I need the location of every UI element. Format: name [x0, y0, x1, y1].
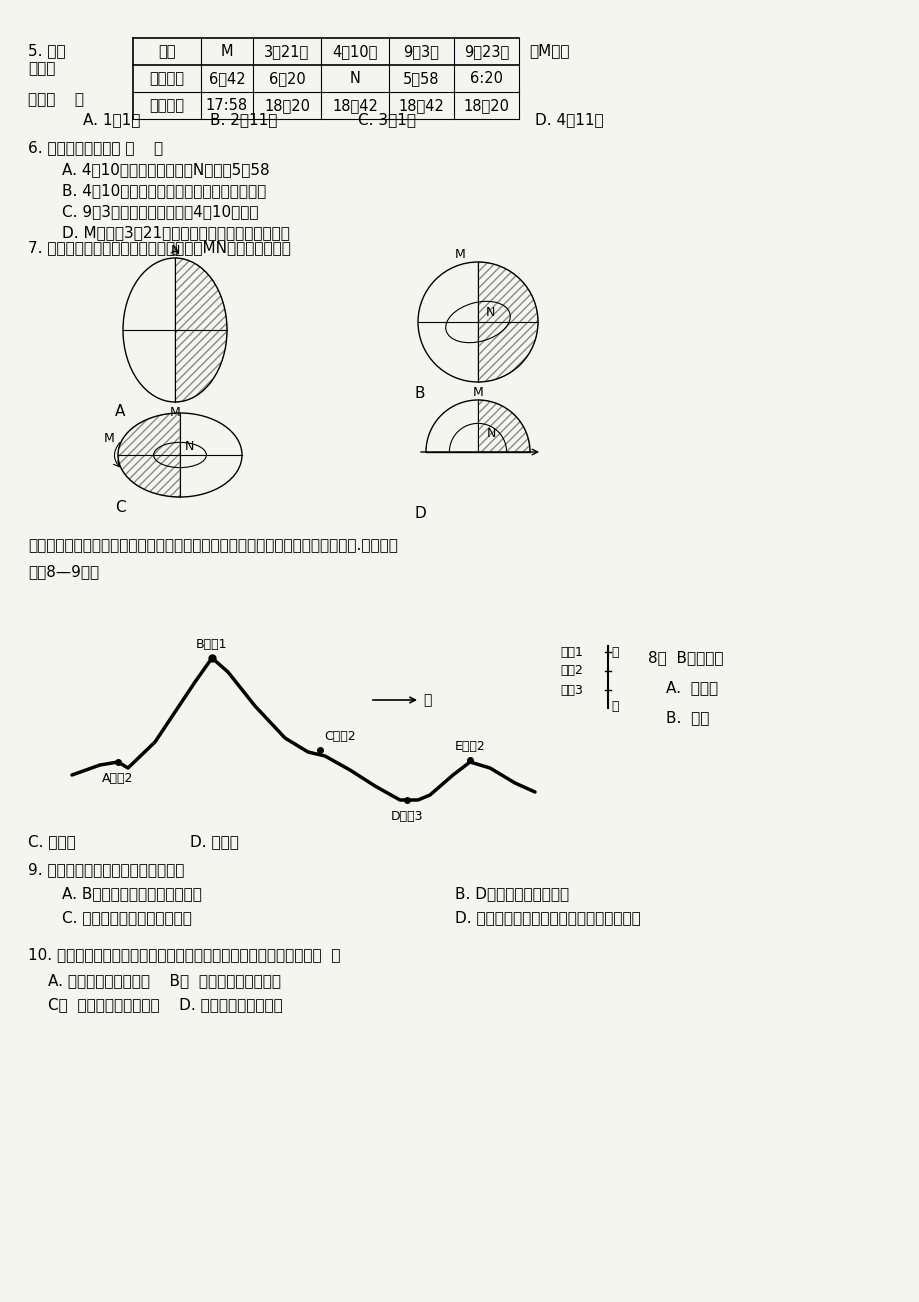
- Text: E化石2: E化石2: [454, 740, 485, 753]
- Text: 9月3日: 9月3日: [403, 44, 439, 59]
- Text: M: M: [472, 385, 482, 398]
- Text: D. 向斜山: D. 向斜山: [190, 835, 239, 849]
- Text: 日落时间: 日落时间: [149, 98, 185, 113]
- Text: B. 4月10日傈晚可以从南面窗户看到日落景象: B. 4月10日傈晚可以从南面窗户看到日落景象: [62, 184, 266, 198]
- Text: C. 该地岩层主要由岩浆岩构成: C. 该地岩层主要由岩浆岩构成: [62, 910, 192, 926]
- Text: C。  风力侵蚀，流水堆积    D. 流水侵蚀，植被不良: C。 风力侵蚀，流水堆积 D. 流水侵蚀，植被不良: [48, 997, 282, 1013]
- Text: 7. 下面四幅图中所表示的自转方向正确且MN为晨线的是（）: 7. 下面四幅图中所表示的自转方向正确且MN为晨线的是（）: [28, 241, 290, 255]
- Text: C. 9月3日的正午太阳高度比4月10日的大: C. 9月3日的正午太阳高度比4月10日的大: [62, 204, 258, 220]
- Text: 中M日期: 中M日期: [528, 43, 569, 59]
- Text: A. B处地下采煤易发生瓦斯爆炸: A. B处地下采煤易发生瓦斯爆炸: [62, 887, 201, 901]
- Text: 6. 下列叙述正确的是 （    ）: 6. 下列叙述正确的是 （ ）: [28, 141, 163, 155]
- Text: M: M: [104, 432, 115, 445]
- Text: 最接近: 最接近: [28, 61, 55, 77]
- Text: D. M日期到3月21日该地正午时树影可能逐渐变长: D. M日期到3月21日该地正午时树影可能逐渐变长: [62, 225, 289, 241]
- Text: 18：20: 18：20: [463, 98, 509, 113]
- Text: 18：20: 18：20: [264, 98, 310, 113]
- Text: 完劈8—9题。: 完劈8—9题。: [28, 565, 99, 579]
- Text: 3月21日: 3月21日: [264, 44, 310, 59]
- Text: 9月23日: 9月23日: [463, 44, 508, 59]
- Text: 5. 与表: 5. 与表: [28, 43, 65, 59]
- Text: 新: 新: [610, 646, 618, 659]
- Text: 9. 下列关于该区域的叙述，正确的是: 9. 下列关于该区域的叙述，正确的是: [28, 862, 184, 878]
- Text: A. 4月10日该地的日出时间N大约是5：58: A. 4月10日该地的日出时间N大约是5：58: [62, 163, 269, 177]
- Text: N: N: [486, 427, 495, 440]
- Text: 18：42: 18：42: [398, 98, 444, 113]
- Text: 10. 形成黄土高原及其千沟万壑地表的主要原因，组合正确的一组是（  ）: 10. 形成黄土高原及其千沟万壑地表的主要原因，组合正确的一组是（ ）: [28, 948, 340, 962]
- Text: D化石3: D化石3: [391, 810, 423, 823]
- Text: D: D: [414, 506, 426, 522]
- Text: 18：42: 18：42: [332, 98, 378, 113]
- Text: N: N: [170, 243, 179, 256]
- Text: 6：20: 6：20: [268, 72, 305, 86]
- Text: 的是（    ）: 的是（ ）: [28, 92, 84, 108]
- Text: 4月10日: 4月10日: [332, 44, 378, 59]
- Text: A. 流水堆积，流水侵蚀    B。  风力堆积，流水侵蚀: A. 流水堆积，流水侵蚀 B。 风力堆积，流水侵蚀: [48, 974, 280, 988]
- Text: 日出时间: 日出时间: [149, 72, 185, 86]
- Text: B. D处地下适合修建隙道: B. D处地下适合修建隙道: [455, 887, 569, 901]
- Text: A化石2: A化石2: [102, 772, 133, 785]
- Text: 5：58: 5：58: [403, 72, 439, 86]
- Text: A: A: [115, 405, 125, 419]
- Text: N: N: [485, 306, 494, 319]
- Text: D. 该地地质构造受东西方向的挤压作用而成: D. 该地地质构造受东西方向的挤压作用而成: [455, 910, 640, 926]
- Text: A.  断块山: A. 断块山: [665, 681, 718, 695]
- Text: 化石2: 化石2: [560, 664, 583, 677]
- Text: C: C: [115, 500, 126, 514]
- Text: 老: 老: [610, 699, 618, 712]
- Text: 8。  B处地貌为: 8。 B处地貌为: [647, 651, 722, 665]
- Text: B化石1: B化石1: [196, 638, 228, 651]
- Text: B. 2月11日: B. 2月11日: [210, 112, 277, 128]
- Text: M: M: [169, 405, 180, 418]
- Text: 化石3: 化石3: [560, 684, 583, 697]
- Text: B: B: [414, 387, 425, 401]
- Text: 6：42: 6：42: [209, 72, 245, 86]
- Text: C化石2: C化石2: [323, 729, 356, 742]
- Text: N: N: [349, 72, 360, 86]
- Text: C. 背斜山: C. 背斜山: [28, 835, 75, 849]
- Text: N: N: [185, 440, 194, 453]
- Text: B.  火山: B. 火山: [665, 711, 709, 725]
- Text: 某地煤炭资源丰富，该地中学生在考查古生物化石的过程中绘制了一幅地形剖面图.读下图，: 某地煤炭资源丰富，该地中学生在考查古生物化石的过程中绘制了一幅地形剖面图.读下图…: [28, 539, 397, 553]
- Text: M: M: [221, 44, 233, 59]
- Text: C. 3月1日: C. 3月1日: [357, 112, 415, 128]
- Text: 日期: 日期: [158, 44, 176, 59]
- Text: D. 4月11日: D. 4月11日: [535, 112, 603, 128]
- Text: A. 1月1日: A. 1月1日: [83, 112, 141, 128]
- Text: 北: 北: [423, 693, 431, 707]
- Text: 17:58: 17:58: [206, 98, 248, 113]
- Text: 6:20: 6:20: [470, 72, 503, 86]
- Text: 化石1: 化石1: [560, 646, 583, 659]
- Text: M: M: [454, 249, 465, 262]
